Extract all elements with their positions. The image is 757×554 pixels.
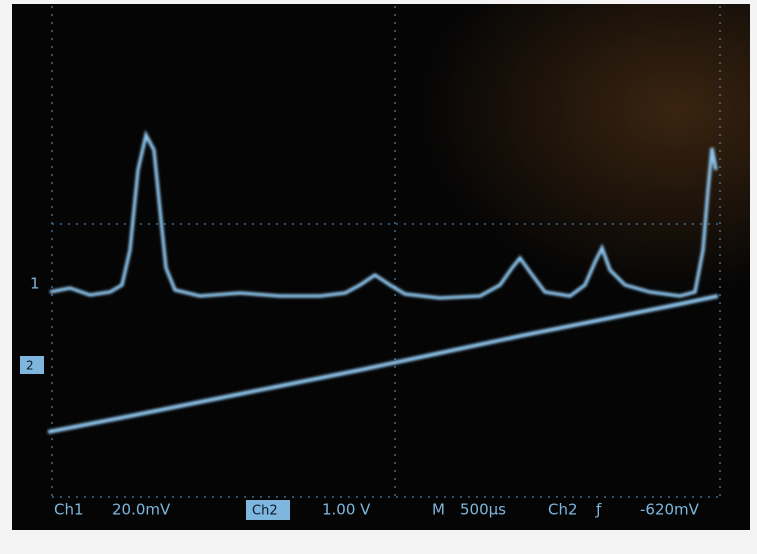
- screen: 1 2 Ch1 20.0mV Ch2 1.00 V M 500µs Ch2 ƒ …: [0, 0, 757, 554]
- ch1-scale: 20.0mV: [112, 501, 171, 519]
- trigger-level: -620mV: [640, 501, 700, 519]
- trigger-slope: ƒ: [595, 501, 602, 519]
- ch2-scale: 1.00 V: [322, 501, 371, 519]
- ch2-badge: Ch2: [252, 504, 278, 519]
- oscilloscope-photo: 1 2 Ch1 20.0mV Ch2 1.00 V M 500µs Ch2 ƒ …: [0, 0, 757, 554]
- ch1-label: Ch1: [54, 501, 84, 519]
- ch1-marker: 1: [30, 275, 40, 293]
- trigger-source: Ch2: [548, 501, 578, 519]
- ch2-marker: 2: [26, 359, 34, 373]
- time-scale: 500µs: [460, 501, 506, 519]
- screen-background: [12, 4, 750, 530]
- time-label: M: [432, 501, 445, 519]
